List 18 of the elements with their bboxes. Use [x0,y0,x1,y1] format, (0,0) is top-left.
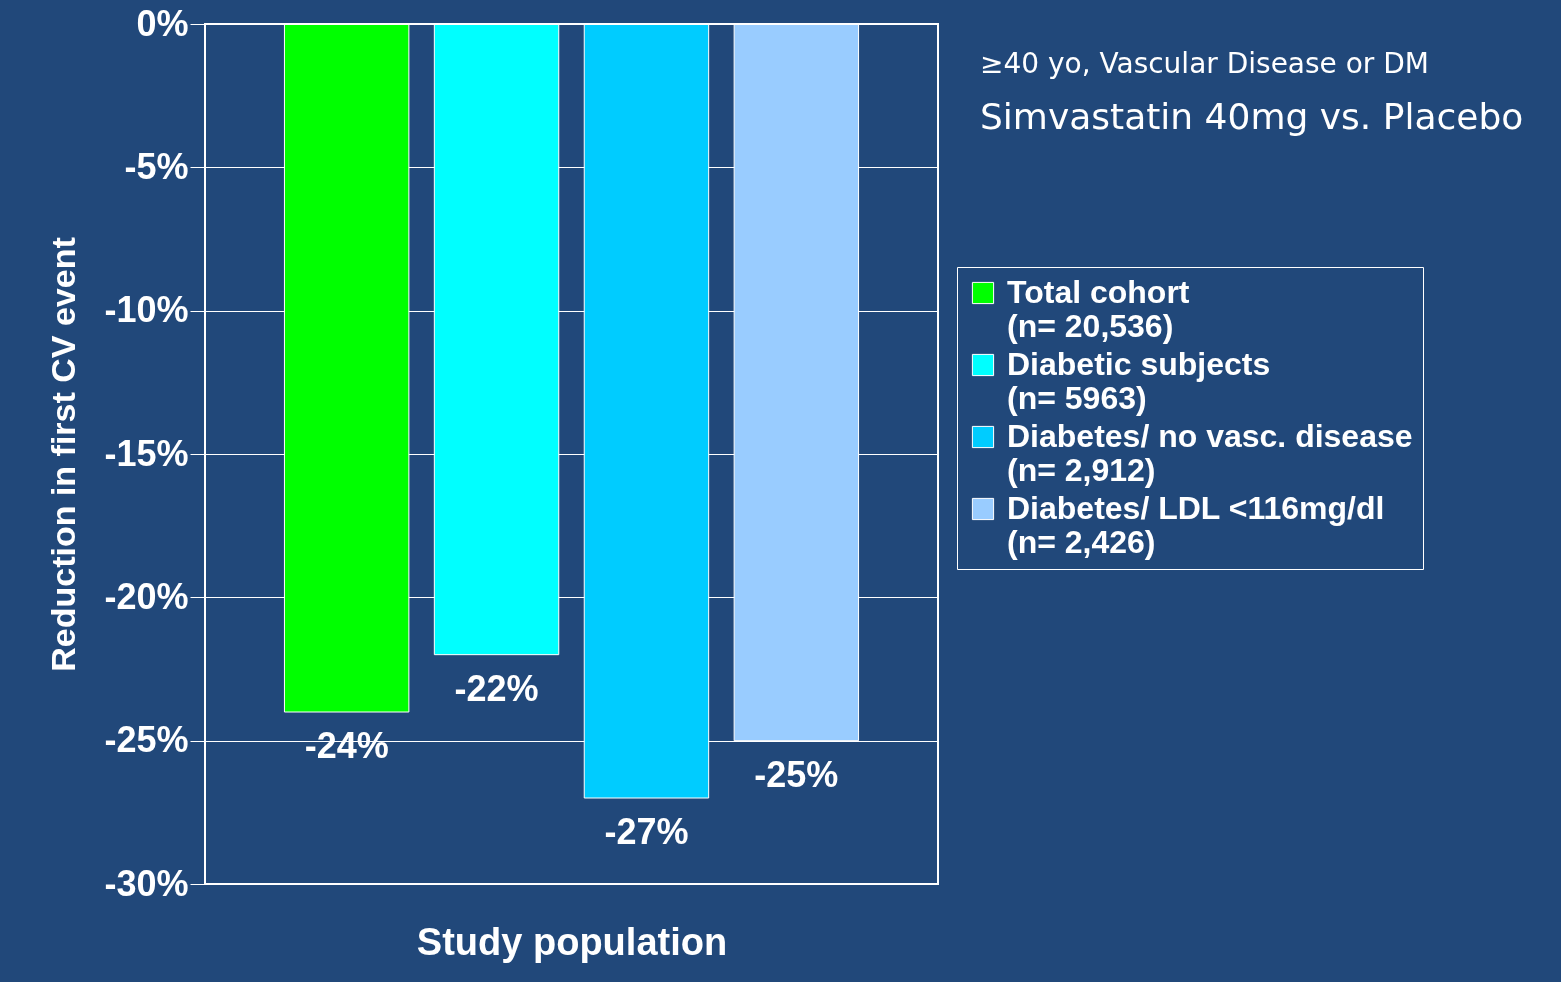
x-axis-title: Study population [416,920,728,963]
y-tick-label: -5% [124,145,189,187]
text: Simvastatin 40mg vs. Placebo [980,96,1524,137]
y-tick-label: -20% [104,575,189,617]
legend-label: Diabetic subjects (n= 5963) [1007,346,1271,416]
text: -27% [604,811,689,852]
legend-label: Diabetes/ no vasc. disease (n= 2,912) [1007,418,1413,488]
text: ≥40 yo, Vascular Disease or DM [980,47,1429,80]
legend-label: Diabetes/ LDL <116mg/dl (n= 2,426) [1007,490,1385,560]
y-tick-label: -15% [104,432,189,474]
y-tick-label: -25% [104,719,189,761]
text: -22% [454,667,539,709]
y-axis-title: Reduction in first CV event [44,237,83,672]
legend-label: Total cohort (n= 20,536) [1007,274,1190,344]
y-tick-label: -10% [104,289,189,331]
y-tick-label: 0% [136,2,189,44]
text: -25% [754,753,839,795]
y-tick-label: -30% [104,862,189,904]
